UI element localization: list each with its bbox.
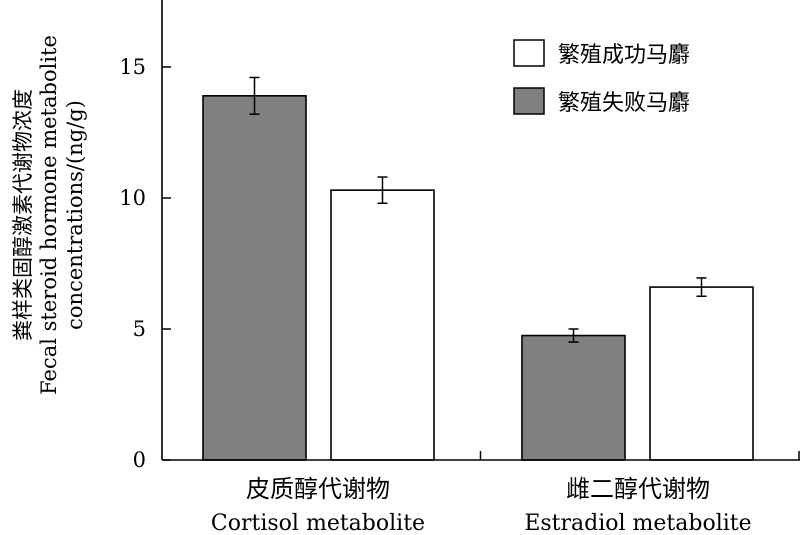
- y-tick-label: 5: [133, 317, 146, 341]
- legend-label-1: 繁殖成功马麝: [558, 43, 690, 68]
- chart-marks: [202, 76, 754, 461]
- legend-swatch-1: [513, 39, 545, 67]
- x-category-label-en: Estradiol metabolite: [524, 511, 751, 535]
- y-axis-label-line: concentrations/(ng/g): [63, 100, 87, 330]
- bar-1-series-2: [330, 189, 435, 461]
- axes: 0 5 10 15: [119, 0, 800, 472]
- y-tick-label: 0: [133, 448, 146, 472]
- y-tick-label: 10: [119, 186, 146, 210]
- y-axis-label-line: Fecal steroid hormone metabolite: [37, 35, 61, 395]
- bar-2-series-1: [521, 334, 626, 461]
- legend-swatch-2: [513, 87, 545, 115]
- x-category-label-cn: 皮质醇代谢物: [246, 475, 390, 503]
- y-tick-label: 15: [119, 55, 146, 79]
- bar-2-series-2: [649, 286, 754, 461]
- y-axis-label: 粪样类固醇激素代谢物浓度 Fecal steroid hormone metabo…: [11, 35, 87, 395]
- x-category-label-cn: 雌二醇代谢物: [566, 475, 710, 503]
- bar-1-series-1: [202, 95, 307, 461]
- legend-label-2: 繁殖失败马麝: [558, 91, 690, 116]
- y-axis-label-line: 粪样类固醇激素代谢物浓度: [11, 89, 35, 341]
- x-category-labels: 皮质醇代谢物 Cortisol metabolite 雌二醇代谢物 Estradiol…: [211, 475, 752, 535]
- x-category-label-en: Cortisol metabolite: [211, 511, 425, 535]
